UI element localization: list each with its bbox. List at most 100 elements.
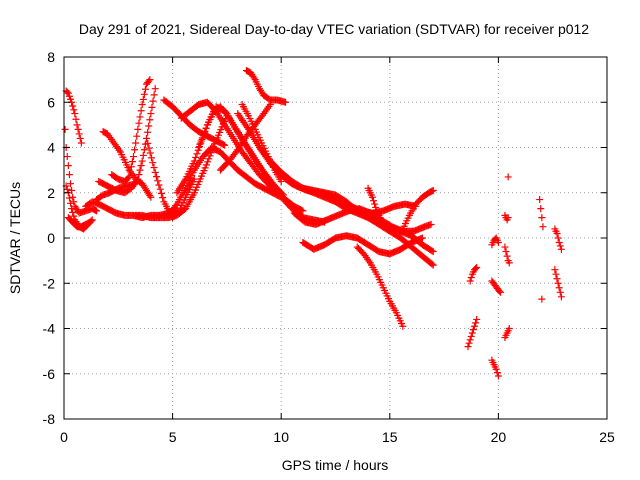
series-arc-y <box>353 243 407 330</box>
data-point <box>137 162 145 170</box>
axis-ticks: 0 5 10 15 20 25 -8 -6 -4 -2 0 2 4 6 8 <box>43 49 615 445</box>
data-point <box>74 125 82 133</box>
data-point <box>472 319 480 327</box>
data-point <box>497 288 505 296</box>
data-point <box>196 140 204 148</box>
data-point <box>537 205 545 213</box>
data-point <box>127 163 135 171</box>
data-point <box>128 158 136 166</box>
data-point <box>141 85 149 93</box>
data-point <box>139 151 147 159</box>
data-point <box>63 153 71 161</box>
series-arc-k <box>143 134 198 222</box>
series-arc-ai <box>501 325 513 342</box>
data-point <box>372 203 380 211</box>
data-point <box>493 369 501 377</box>
data-point <box>133 132 141 140</box>
series-arc-w <box>290 205 435 235</box>
series-arc-p <box>195 103 329 226</box>
x-tick-label: 25 <box>599 429 615 445</box>
data-point <box>553 275 561 283</box>
series-arc-af <box>488 356 502 380</box>
data-point <box>467 274 475 282</box>
data-point <box>201 164 209 172</box>
data-point <box>468 329 476 337</box>
data-point <box>202 124 210 132</box>
data-point <box>151 168 159 176</box>
series-arc-a <box>62 87 85 147</box>
data-point <box>146 76 154 84</box>
y-tick-label: -6 <box>43 366 56 382</box>
data-point <box>473 263 481 271</box>
data-point <box>147 110 155 118</box>
data-point <box>70 198 78 206</box>
data-point <box>192 153 200 161</box>
data-point <box>554 234 562 242</box>
data-point <box>63 185 71 193</box>
data-point <box>67 180 75 188</box>
data-point <box>148 154 156 162</box>
data-point <box>536 196 544 204</box>
data-point <box>555 284 563 292</box>
data-point <box>233 147 241 155</box>
data-point <box>221 141 229 149</box>
data-point <box>472 265 480 273</box>
data-point <box>370 197 378 205</box>
series-arc-d <box>64 214 94 231</box>
x-axis-label: GPS time / hours <box>282 457 389 473</box>
data-points <box>61 67 565 380</box>
series-arc-m <box>160 96 229 149</box>
data-point <box>464 343 472 351</box>
series-arc-x <box>299 232 426 258</box>
data-point <box>70 106 78 114</box>
data-point <box>428 247 436 255</box>
data-point <box>77 139 85 147</box>
data-point <box>146 116 154 124</box>
x-tick-label: 10 <box>273 429 289 445</box>
data-point <box>195 144 203 151</box>
data-point <box>76 134 84 142</box>
data-point <box>399 322 407 330</box>
series-arc-ae <box>488 277 505 296</box>
chart-title: Day 291 of 2021, Sidereal Day-to-day VTE… <box>79 21 589 37</box>
x-tick-label: 0 <box>60 429 68 445</box>
data-point <box>144 128 152 136</box>
data-point <box>552 270 560 278</box>
data-point <box>134 125 142 133</box>
data-point <box>429 248 437 256</box>
data-point <box>539 223 547 231</box>
data-point <box>159 194 167 202</box>
data-point <box>494 372 502 380</box>
data-point <box>555 239 563 247</box>
data-point <box>557 245 565 253</box>
series-arc-aj <box>504 173 512 181</box>
data-point <box>282 98 290 106</box>
data-point <box>371 200 379 208</box>
data-point <box>466 277 474 285</box>
y-tick-label: 8 <box>47 49 55 65</box>
data-point <box>538 214 546 222</box>
data-point <box>492 365 500 373</box>
data-point <box>504 173 512 181</box>
y-tick-label: -2 <box>43 275 56 291</box>
data-point <box>219 141 227 149</box>
data-point <box>134 175 142 183</box>
data-point <box>428 260 436 268</box>
data-point <box>299 207 307 215</box>
series-arc-s <box>216 101 274 174</box>
series-arc-r <box>238 101 285 185</box>
data-point <box>495 287 503 295</box>
series-arc-an <box>551 266 565 301</box>
data-point <box>553 229 561 237</box>
series-arc-ag <box>501 211 512 224</box>
series-arc-h <box>95 85 159 197</box>
data-point <box>136 113 144 121</box>
data-point <box>429 186 437 194</box>
series-arc-aa <box>399 186 437 233</box>
data-point <box>125 173 133 181</box>
data-point <box>198 134 206 142</box>
data-point <box>69 208 77 216</box>
data-point <box>190 157 198 165</box>
data-point <box>473 315 481 323</box>
